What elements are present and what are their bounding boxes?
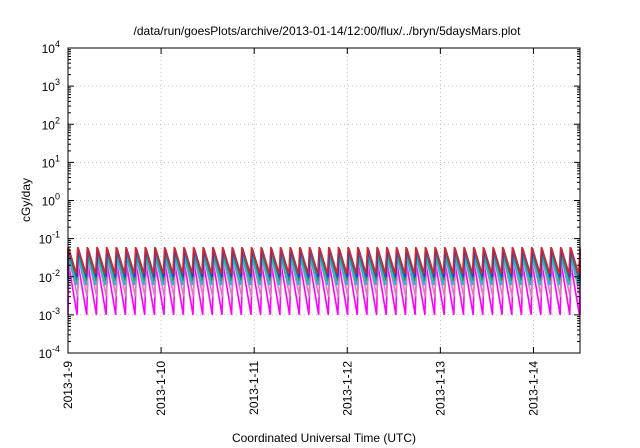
y-tick-label: 100 [42, 192, 60, 209]
y-tick-label: 104 [42, 39, 60, 56]
x-axis-label: Coordinated Universal Time (UTC) [232, 431, 416, 445]
x-tick-label: 2013-1-9 [61, 361, 75, 409]
y-tick-label: 10-1 [39, 230, 60, 247]
x-tick-label: 2013-1-10 [154, 361, 168, 416]
y-axis-label: cGy/day [19, 178, 33, 222]
chart-title: /data/run/goesPlots/archive/2013-01-14/1… [134, 24, 522, 38]
series-group [67, 246, 581, 316]
y-tick-label: 10-2 [39, 268, 60, 285]
x-tick-label: 2013-1-14 [526, 361, 540, 416]
x-tick-label: 2013-1-12 [340, 361, 354, 416]
y-tick-label: 103 [42, 77, 60, 94]
y-axis: 10-4 10-3 10-2 10-1 100 101 102 103 104 [39, 39, 580, 361]
x-tick-label: 2013-1-13 [433, 361, 447, 416]
x-tick-label: 2013-1-11 [247, 361, 261, 415]
series-line [67, 246, 581, 274]
y-tick-label: 101 [42, 153, 60, 170]
x-axis: 2013-1-9 2013-1-10 2013-1-11 2013-1-12 2013-… [61, 48, 540, 416]
y-tick-label: 10-4 [39, 344, 60, 361]
y-tick-label: 10-3 [39, 306, 60, 323]
y-tick-label: 102 [42, 115, 60, 132]
